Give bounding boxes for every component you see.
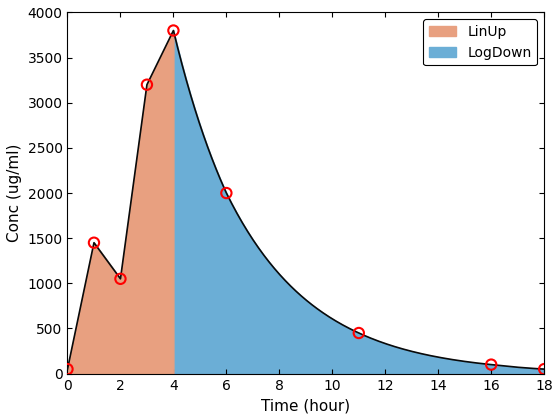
X-axis label: Time (hour): Time (hour) bbox=[262, 398, 351, 413]
Point bbox=[354, 330, 363, 336]
Y-axis label: Conc (ug/ml): Conc (ug/ml) bbox=[7, 144, 22, 242]
Point bbox=[142, 81, 151, 88]
Point bbox=[222, 190, 231, 197]
Point bbox=[169, 27, 178, 34]
Point bbox=[540, 366, 549, 373]
Point bbox=[487, 361, 496, 368]
Point bbox=[90, 239, 99, 246]
Point bbox=[116, 276, 125, 282]
Point bbox=[63, 366, 72, 373]
Legend: LinUp, LogDown: LinUp, LogDown bbox=[423, 19, 537, 66]
